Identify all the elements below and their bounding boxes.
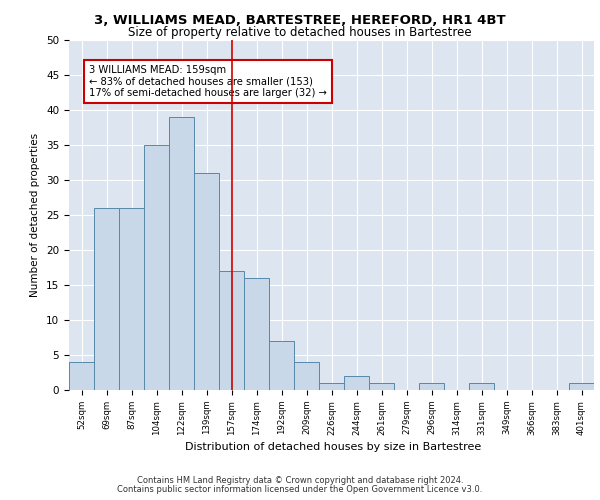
Bar xyxy=(369,383,394,390)
Bar xyxy=(294,362,319,390)
Bar xyxy=(469,383,494,390)
Text: Distribution of detached houses by size in Bartestree: Distribution of detached houses by size … xyxy=(185,442,481,452)
Bar xyxy=(269,341,294,390)
Bar xyxy=(219,271,244,390)
Bar xyxy=(194,173,219,390)
Text: Size of property relative to detached houses in Bartestree: Size of property relative to detached ho… xyxy=(128,26,472,39)
Bar xyxy=(144,145,169,390)
Bar xyxy=(419,383,444,390)
Bar xyxy=(119,208,144,390)
Bar xyxy=(569,383,594,390)
Y-axis label: Number of detached properties: Number of detached properties xyxy=(31,133,40,297)
Text: Contains public sector information licensed under the Open Government Licence v3: Contains public sector information licen… xyxy=(118,485,482,494)
Text: 3 WILLIAMS MEAD: 159sqm
← 83% of detached houses are smaller (153)
17% of semi-d: 3 WILLIAMS MEAD: 159sqm ← 83% of detache… xyxy=(89,64,327,98)
Text: Contains HM Land Registry data © Crown copyright and database right 2024.: Contains HM Land Registry data © Crown c… xyxy=(137,476,463,485)
Text: 3, WILLIAMS MEAD, BARTESTREE, HEREFORD, HR1 4BT: 3, WILLIAMS MEAD, BARTESTREE, HEREFORD, … xyxy=(94,14,506,27)
Bar xyxy=(244,278,269,390)
Bar xyxy=(344,376,369,390)
Bar xyxy=(319,383,344,390)
Bar xyxy=(94,208,119,390)
Bar xyxy=(169,117,194,390)
Bar xyxy=(69,362,94,390)
